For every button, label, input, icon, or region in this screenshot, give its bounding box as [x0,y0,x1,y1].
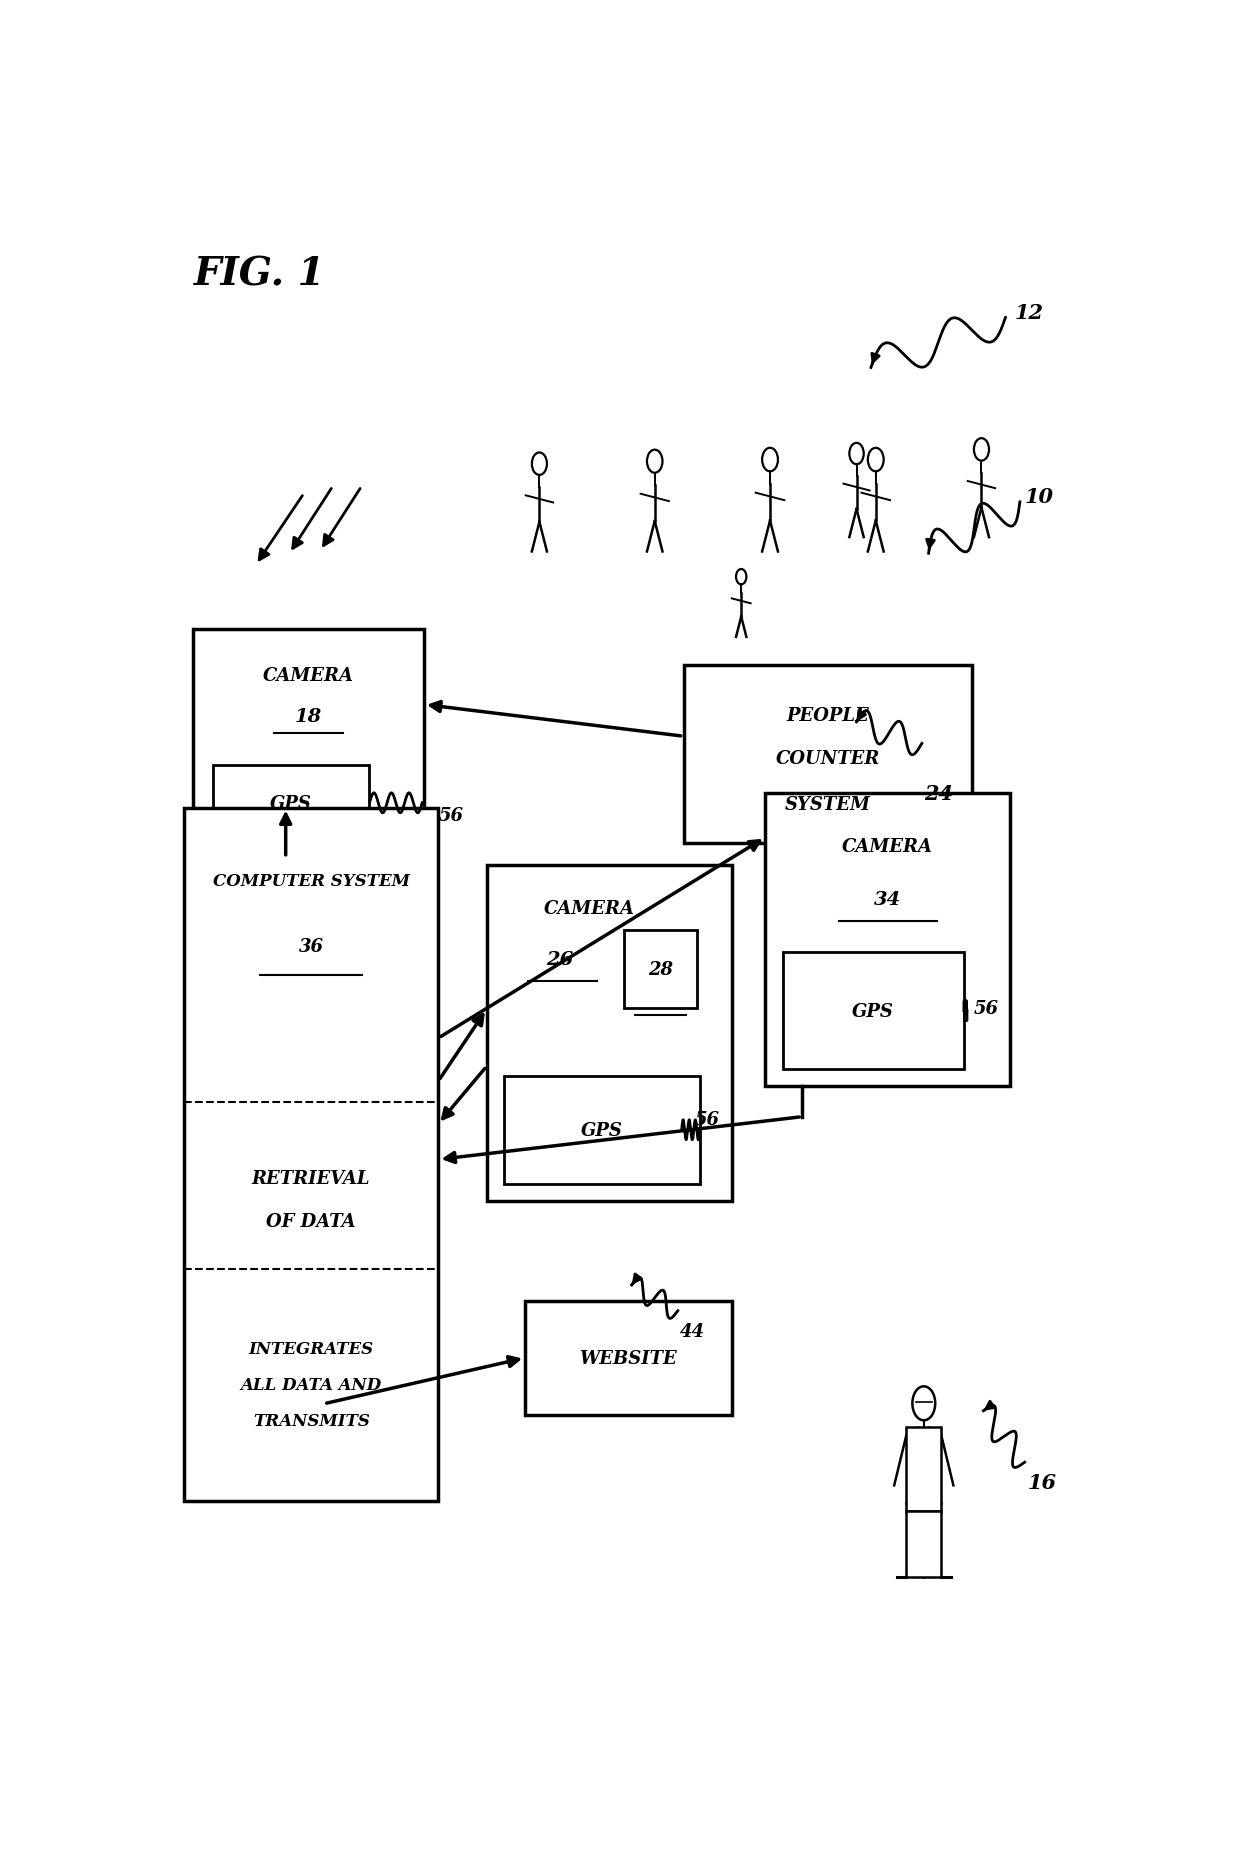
FancyBboxPatch shape [683,666,972,844]
FancyBboxPatch shape [184,809,439,1501]
Text: GPS: GPS [852,1002,894,1020]
Text: 10: 10 [1024,486,1054,506]
Text: COUNTER: COUNTER [775,749,880,768]
Text: RETRIEVAL: RETRIEVAL [252,1171,371,1187]
Text: GPS: GPS [270,794,312,812]
Text: 28: 28 [649,961,673,978]
Text: 56: 56 [439,807,464,824]
FancyBboxPatch shape [503,1076,699,1183]
Text: CAMERA: CAMERA [842,838,934,855]
FancyBboxPatch shape [193,629,424,859]
Text: CAMERA: CAMERA [544,900,635,918]
FancyBboxPatch shape [765,794,1011,1087]
FancyBboxPatch shape [782,952,963,1070]
Text: ALL DATA AND: ALL DATA AND [241,1376,382,1393]
Text: OF DATA: OF DATA [267,1213,356,1230]
Text: 44: 44 [680,1323,704,1339]
Text: 12: 12 [1016,302,1044,323]
Text: 26: 26 [547,950,574,968]
FancyBboxPatch shape [906,1512,941,1577]
FancyBboxPatch shape [624,931,697,1007]
Text: WEBSITE: WEBSITE [579,1349,677,1367]
Text: COMPUTER SYSTEM: COMPUTER SYSTEM [213,872,409,889]
Text: INTEGRATES: INTEGRATES [248,1341,373,1358]
FancyBboxPatch shape [906,1428,941,1512]
Text: 16: 16 [1028,1473,1056,1493]
Text: FIG. 1: FIG. 1 [193,256,325,293]
Text: TRANSMITS: TRANSMITS [253,1412,370,1428]
Text: PEOPLE: PEOPLE [786,707,869,723]
FancyBboxPatch shape [525,1300,732,1415]
Text: 34: 34 [874,890,901,909]
Text: SYSTEM: SYSTEM [785,796,870,814]
FancyBboxPatch shape [213,766,370,840]
FancyBboxPatch shape [486,864,732,1200]
Text: CAMERA: CAMERA [263,666,355,684]
Text: 36: 36 [299,939,324,955]
Text: 18: 18 [295,707,322,725]
Text: 56: 56 [696,1111,720,1128]
Text: GPS: GPS [580,1120,622,1139]
Text: 24: 24 [924,785,952,803]
Text: 56: 56 [973,1000,998,1017]
